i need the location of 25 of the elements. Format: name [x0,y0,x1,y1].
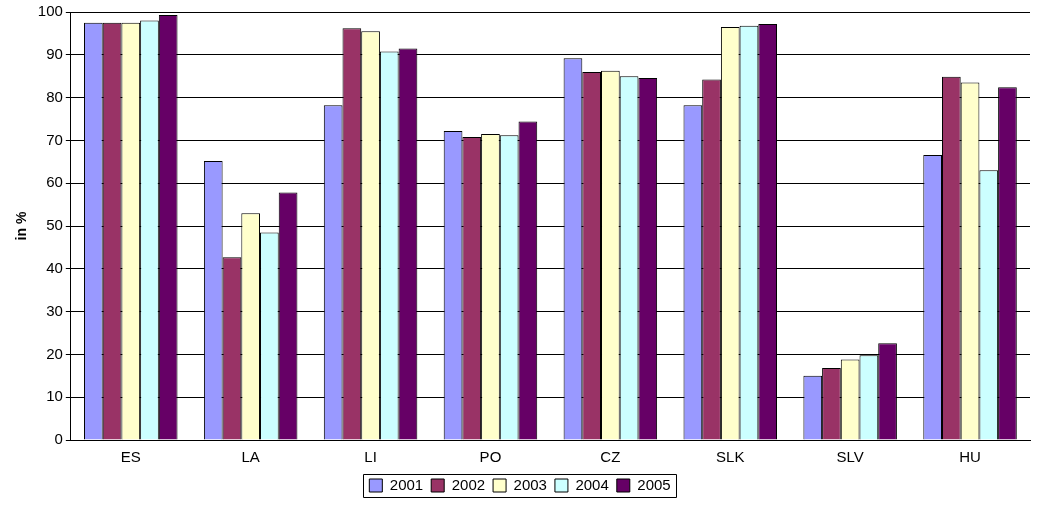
x-tick-label: SLV [836,448,864,466]
legend-label: 2004 [575,475,609,493]
y-tick-label: 80 [46,87,63,105]
y-tick-label: 20 [46,344,63,362]
legend-label: 2003 [513,475,547,493]
y-tick-label: 60 [46,173,63,191]
y-tick-label: 10 [46,387,63,405]
x-tick-label: LA [241,448,260,466]
legend-label: 2001 [389,475,424,493]
x-tick-label: CZ [600,448,621,466]
y-tick-label: 100 [37,2,63,20]
legend-label: 2005 [637,475,671,493]
y-tick-label: 70 [46,130,63,148]
y-tick-label: 30 [46,301,63,319]
y-tick-label: 90 [46,44,63,62]
x-tick-label: SLK [716,448,745,466]
y-tick-label: 0 [54,430,63,448]
x-tick-label: HU [959,448,981,466]
y-tick-label: 50 [46,216,63,234]
legend-label: 2002 [451,475,486,493]
x-tick-label: ES [120,448,141,466]
y-axis-title: in % [13,211,30,241]
y-tick-label: 40 [46,258,63,276]
x-tick-label: PO [479,448,502,466]
x-tick-label: LI [364,448,377,466]
